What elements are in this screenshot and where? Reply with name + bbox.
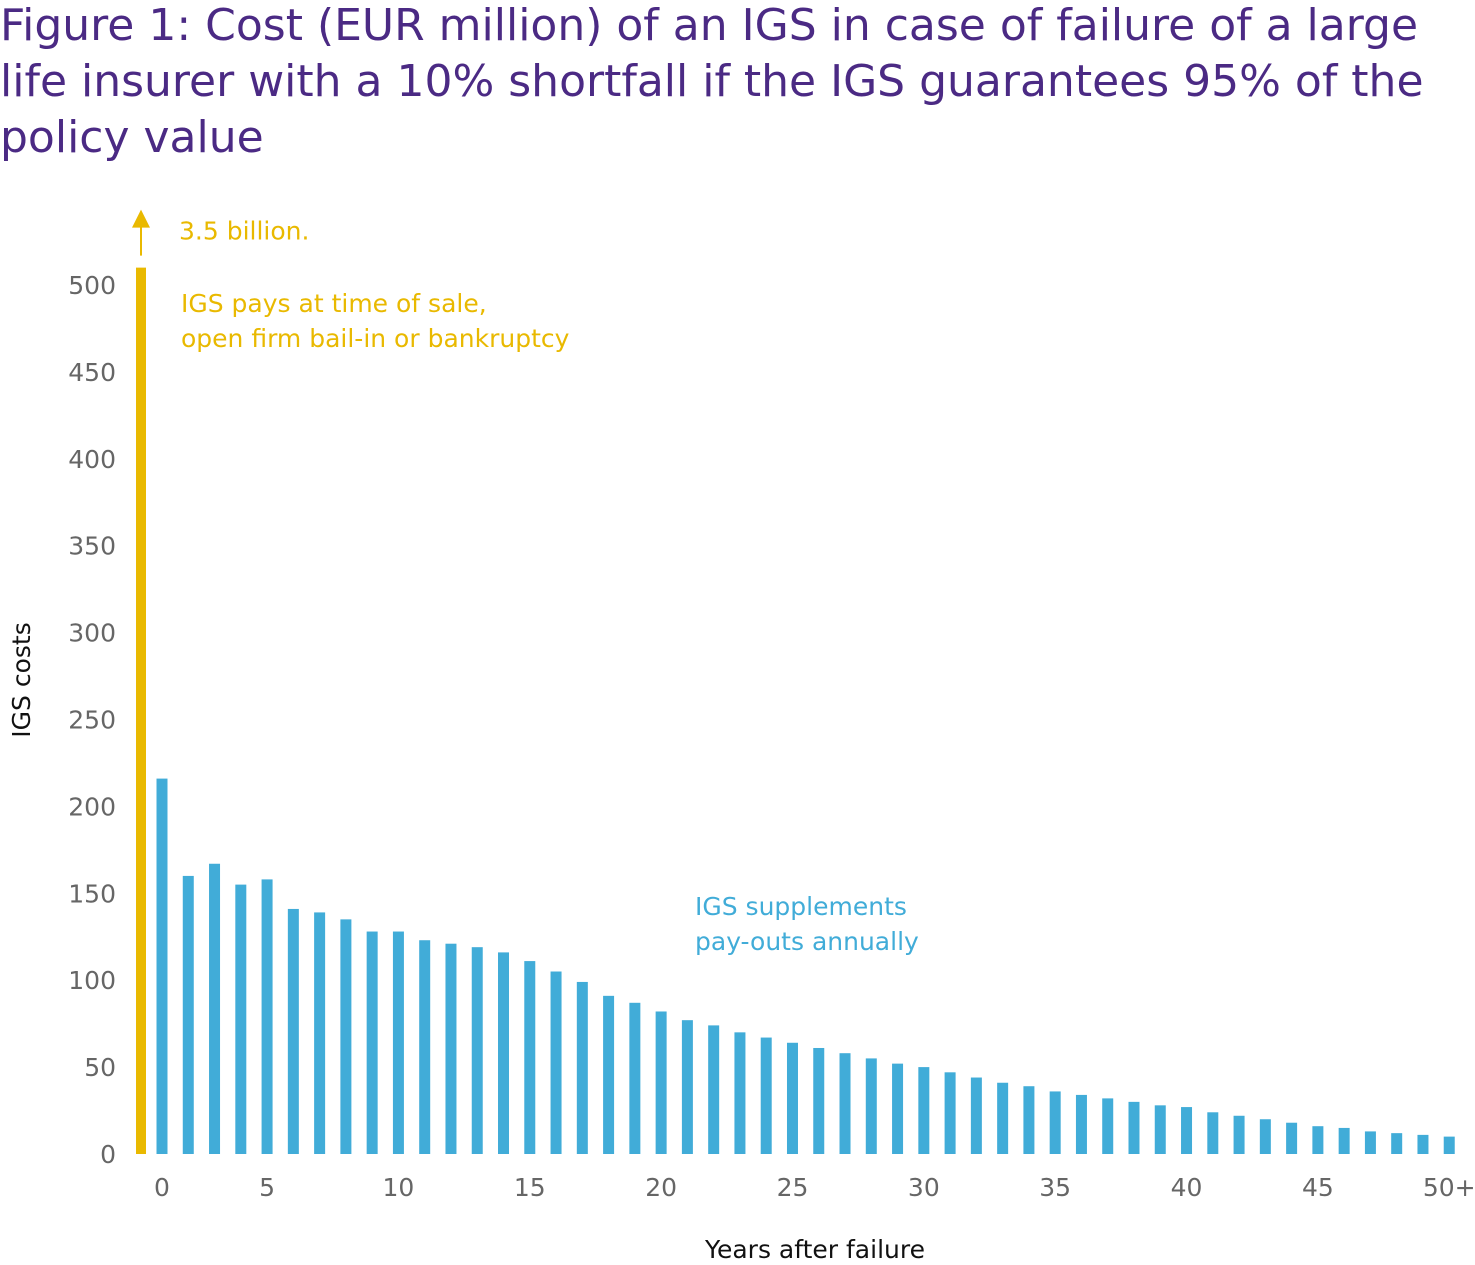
bar — [708, 1025, 720, 1154]
lead-bar — [136, 267, 146, 1154]
bar — [576, 981, 588, 1154]
bar — [1364, 1131, 1376, 1154]
bar — [550, 971, 562, 1154]
bar — [287, 908, 299, 1154]
bar — [655, 1011, 667, 1154]
bar — [156, 778, 168, 1154]
x-tick-label: 50+ — [1423, 1173, 1475, 1202]
bar — [786, 1042, 798, 1154]
bar — [498, 952, 510, 1154]
chart-title: life insurer with a 10% shortfall if the… — [0, 56, 1424, 107]
bar — [314, 912, 326, 1154]
bar — [970, 1077, 982, 1154]
x-tick-label: 40 — [1171, 1173, 1203, 1202]
x-tick-label: 30 — [908, 1173, 940, 1202]
bar — [445, 943, 457, 1154]
y-tick-label: 350 — [68, 532, 116, 561]
bar — [1233, 1115, 1245, 1154]
bar — [392, 931, 404, 1154]
bar — [182, 875, 194, 1154]
bar — [892, 1063, 904, 1154]
x-tick-label: 20 — [645, 1173, 677, 1202]
bar — [235, 884, 247, 1154]
annotation: IGS pays at time of sale, — [181, 289, 487, 318]
bar — [918, 1067, 930, 1154]
bar — [1075, 1094, 1087, 1154]
bar — [209, 863, 221, 1154]
y-tick-label: 400 — [68, 445, 116, 474]
bar — [1128, 1101, 1140, 1154]
bar — [1286, 1122, 1298, 1154]
x-tick-label: 25 — [777, 1173, 809, 1202]
y-tick-label: 450 — [68, 358, 116, 387]
y-tick-label: 250 — [68, 706, 116, 735]
annotation: IGS supplements — [695, 892, 907, 921]
bar — [1181, 1107, 1193, 1154]
overflow-arrow-head — [132, 209, 150, 228]
bar — [1207, 1112, 1219, 1154]
x-tick-label: 45 — [1302, 1173, 1334, 1202]
chart-title: policy value — [0, 112, 264, 163]
bar — [1049, 1091, 1061, 1154]
bar — [524, 961, 536, 1154]
x-tick-label: 5 — [259, 1173, 275, 1202]
x-axis-title: Years after failure — [704, 1235, 925, 1264]
y-tick-label: 150 — [68, 879, 116, 908]
bar — [419, 940, 431, 1154]
chart-title: Figure 1: Cost (EUR million) of an IGS i… — [0, 0, 1418, 51]
bar — [1312, 1126, 1324, 1154]
bar — [366, 931, 378, 1154]
bar — [865, 1058, 877, 1154]
bar — [1259, 1119, 1271, 1154]
annotation: pay-outs annually — [695, 927, 919, 956]
bar — [1391, 1133, 1403, 1154]
bar — [997, 1082, 1009, 1154]
bar — [760, 1037, 772, 1154]
bar — [681, 1020, 693, 1154]
y-tick-label: 200 — [68, 792, 116, 821]
y-tick-label: 0 — [100, 1140, 116, 1169]
bar — [734, 1032, 746, 1154]
bar — [1338, 1127, 1350, 1154]
lead-bar-label: 3.5 billion. — [179, 217, 309, 246]
bar — [1023, 1086, 1035, 1154]
y-tick-label: 300 — [68, 619, 116, 648]
bar — [1443, 1136, 1455, 1154]
bar — [1154, 1105, 1166, 1154]
y-tick-label: 100 — [68, 966, 116, 995]
bar — [839, 1053, 851, 1154]
bar — [471, 947, 483, 1154]
bar — [1417, 1134, 1429, 1154]
y-axis-title: IGS costs — [7, 622, 36, 737]
bar — [603, 995, 615, 1154]
y-tick-label: 50 — [84, 1053, 116, 1082]
x-tick-label: 15 — [514, 1173, 546, 1202]
bar — [340, 919, 352, 1154]
y-tick-label: 500 — [68, 271, 116, 300]
bar — [261, 879, 273, 1154]
x-tick-label: 10 — [383, 1173, 415, 1202]
annotation: open firm bail-in or bankruptcy — [181, 324, 570, 353]
bar — [944, 1072, 956, 1154]
x-tick-label: 0 — [154, 1173, 170, 1202]
bar — [629, 1002, 641, 1154]
x-tick-label: 35 — [1039, 1173, 1071, 1202]
bar — [813, 1047, 825, 1154]
bar — [1102, 1098, 1114, 1154]
